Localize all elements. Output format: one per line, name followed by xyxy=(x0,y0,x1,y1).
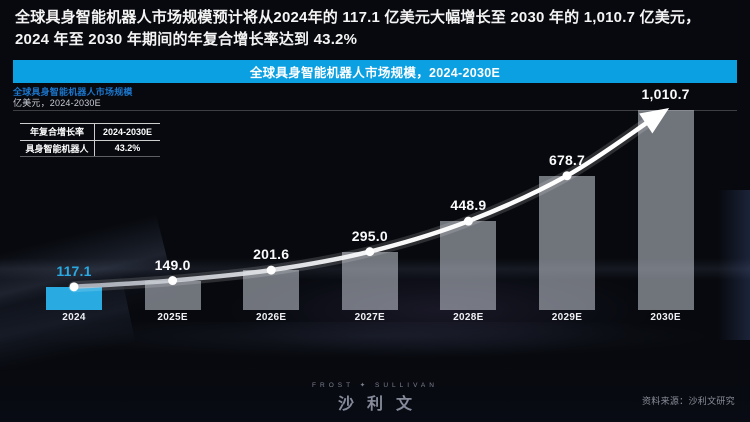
top-gridline xyxy=(13,110,737,111)
bar-2028E xyxy=(440,221,497,310)
logo-wordmark-cn: 沙利文 xyxy=(337,396,425,413)
headline-line-2: 2024 年至 2030 年期间的年复合增长率达到 43.2% xyxy=(15,31,358,48)
frost-sullivan-logo: FROST ✦ SULLIVAN 沙利文 xyxy=(0,381,750,414)
bar-2026E xyxy=(243,270,300,310)
cagr-table-data-row: 具身智能机器人 43.2% xyxy=(20,140,160,157)
bar-2027E xyxy=(341,251,398,310)
axis-label-2029E: 2029E xyxy=(551,312,583,323)
headline-line-1: 全球具身智能机器人市场规模预计将从2024年的 117.1 亿美元大幅增长至 2… xyxy=(15,9,701,26)
axis-label-2025E: 2025E xyxy=(157,312,188,323)
bar-2029E xyxy=(539,175,595,310)
chart-unit-label: 亿美元，2024-2030E xyxy=(13,97,101,108)
value-label-2026E: 201.6 xyxy=(253,246,290,263)
section-title: 全球具身智能机器人市场规模，2024-2030E xyxy=(249,66,501,80)
cagr-series-label: 具身智能机器人 xyxy=(25,143,89,154)
bar-2030E xyxy=(637,110,694,310)
value-label-2027E: 295.0 xyxy=(351,227,388,244)
bar-2025E xyxy=(144,280,201,310)
value-label-2029E: 678.7 xyxy=(548,151,586,168)
value-label-2025E: 149.0 xyxy=(154,256,191,273)
bar-2024 xyxy=(46,286,102,310)
value-label-2028E: 448.9 xyxy=(450,197,487,214)
cagr-value: 43.2% xyxy=(94,140,160,156)
cagr-table-header-row: 年复合增长率 2024-2030E xyxy=(20,124,160,141)
cagr-header-label: 年复合增长率 xyxy=(29,127,84,138)
axis-label-2030E: 2030E xyxy=(650,312,681,323)
axis-label-2024: 2024 xyxy=(62,312,86,323)
cagr-header-period: 2024-2030E xyxy=(94,124,160,140)
axis-label-2026E: 2026E xyxy=(255,312,287,323)
cagr-table: 年复合增长率 2024-2030E 具身智能机器人 43.2% xyxy=(20,123,160,157)
headline: 全球具身智能机器人市场规模预计将从2024年的 117.1 亿美元大幅增长至 2… xyxy=(15,7,739,51)
section-title-bar: 全球具身智能机器人市场规模，2024-2030E xyxy=(13,60,737,83)
value-label-2030E: 1,010.7 xyxy=(641,86,690,102)
axis-label-2028E: 2028E xyxy=(453,312,484,323)
value-label-2024: 117.1 xyxy=(56,262,92,279)
axis-label-2027E: 2027E xyxy=(354,312,385,323)
chart-subtitle: 全球具身智能机器人市场规模 xyxy=(13,87,133,97)
logo-wordmark-en: FROST ✦ SULLIVAN xyxy=(312,382,438,389)
source-note: 资料来源：沙利文研究 xyxy=(641,396,735,406)
